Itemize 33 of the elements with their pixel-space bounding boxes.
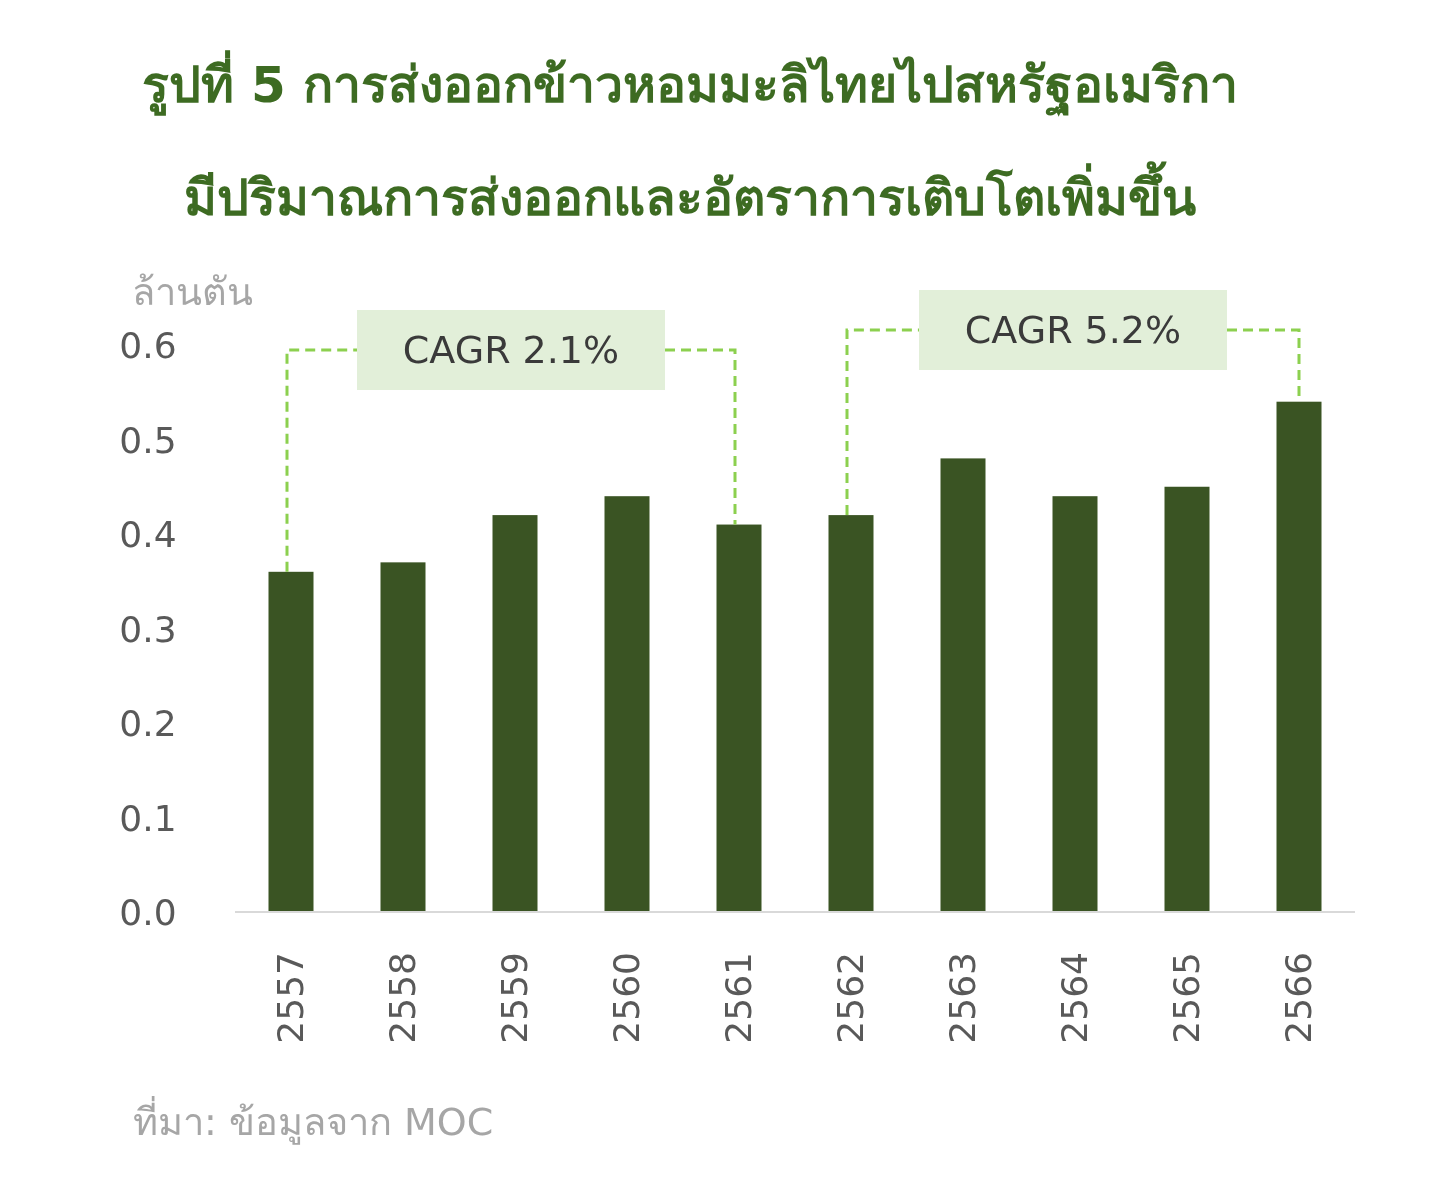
bar bbox=[716, 524, 762, 912]
bar bbox=[828, 515, 874, 912]
y-tick-label: 0.1 bbox=[119, 797, 177, 839]
x-tick-label: 2559 bbox=[494, 952, 535, 1044]
y-tick-label: 0.5 bbox=[119, 419, 177, 461]
y-axis-title: ล้านตัน bbox=[132, 270, 253, 314]
x-tick-label: 2563 bbox=[942, 952, 983, 1044]
y-tick-label: 0.6 bbox=[119, 325, 177, 366]
bar bbox=[940, 458, 986, 912]
x-tick-label: 2561 bbox=[718, 952, 759, 1044]
bar bbox=[604, 496, 650, 912]
chart-title: รูปที่ 5 การส่งออกข้าวหอมมะลิไทยไปสหรัฐอเมริกา bbox=[141, 50, 1239, 117]
x-tick-label: 2564 bbox=[1054, 952, 1095, 1044]
annotation: CAGR 2.1% bbox=[402, 328, 620, 372]
x-tick-label: 2558 bbox=[382, 952, 423, 1044]
x-tick-label: 2560 bbox=[606, 952, 647, 1044]
bar bbox=[1164, 486, 1210, 912]
annotation: CAGR 5.2% bbox=[964, 308, 1182, 352]
y-tick-label: 0.3 bbox=[119, 608, 177, 650]
y-tick-label: 0.0 bbox=[119, 892, 177, 933]
text: ที่มา: ข้อมูลจาก MOC bbox=[133, 1096, 494, 1145]
x-tick-label: 2565 bbox=[1166, 952, 1207, 1044]
chart-subtitle: มีปริมาณการส่งออกและอัตราการเติบโตเพิ่มขึ้น bbox=[184, 161, 1196, 227]
bar bbox=[268, 571, 314, 912]
bar bbox=[1276, 401, 1322, 912]
bar bbox=[380, 562, 426, 912]
y-tick-label: 0.4 bbox=[119, 514, 177, 555]
x-tick-label: 2562 bbox=[830, 952, 871, 1044]
bar bbox=[492, 515, 538, 912]
bar bbox=[1052, 496, 1098, 912]
y-tick-label: 0.2 bbox=[119, 703, 177, 744]
x-tick-label: 2566 bbox=[1278, 952, 1319, 1044]
x-tick-label: 2557 bbox=[270, 952, 311, 1044]
